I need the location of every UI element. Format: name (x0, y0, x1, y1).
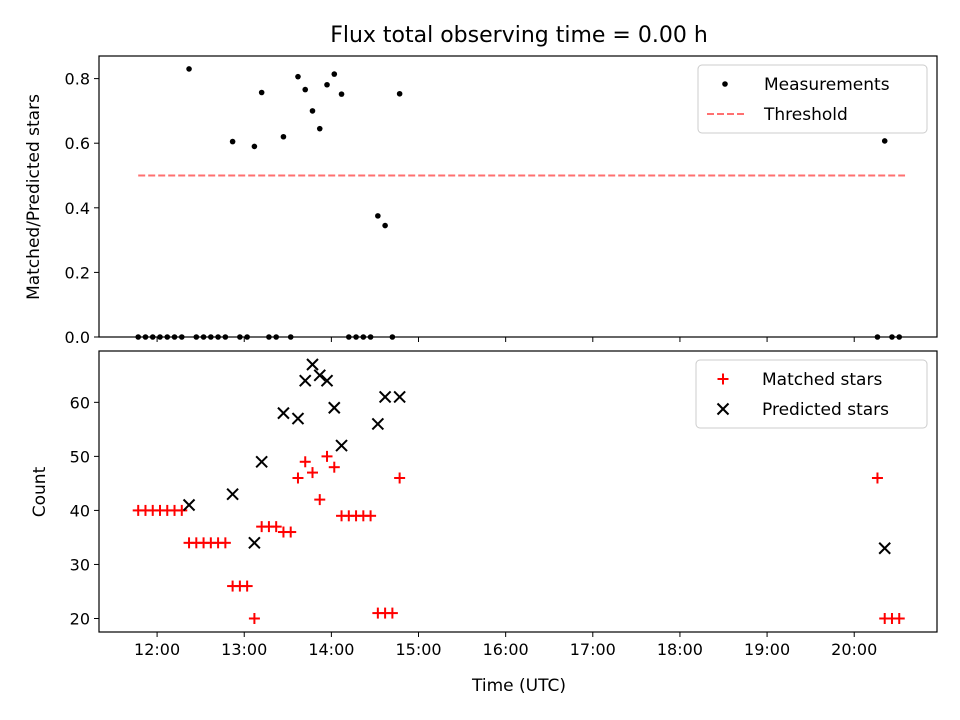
bottom-xlabel: Time (UTC) (471, 676, 566, 696)
x-tick-label: 16:00 (483, 640, 529, 659)
y-tick-label: 30 (70, 555, 90, 574)
predicted-star-point (878, 542, 891, 555)
y-tick-label: 0.8 (65, 70, 90, 89)
matched-star-point (299, 456, 311, 468)
measurement-point (309, 108, 316, 114)
legend-marker-measurements (722, 81, 728, 87)
y-tick-label: 40 (70, 501, 90, 520)
matched-star-point (270, 521, 282, 533)
matched-star-point (306, 467, 318, 479)
x-tick-label: 20:00 (831, 640, 877, 659)
axes-frame (98, 55, 938, 338)
matched-star-point (321, 450, 333, 462)
matched-star-point (386, 607, 398, 619)
legend-label: Matched stars (762, 370, 882, 390)
x-tick-label: 17:00 (570, 640, 616, 659)
measurement-point (375, 213, 381, 219)
measurement-point (251, 143, 258, 150)
legend: Measurements Threshold (697, 64, 928, 134)
x-tick-label: 14:00 (308, 640, 354, 659)
measurement-point (295, 73, 301, 80)
predicted-star-point (306, 358, 319, 371)
y-tick-label: 0.4 (65, 199, 90, 218)
matched-star-point (394, 472, 406, 484)
predicted-star-point (320, 374, 334, 387)
predicted-star-point (378, 390, 392, 404)
matched-star-point (292, 472, 304, 484)
measurement-point (258, 89, 265, 96)
measurement-point (338, 91, 345, 97)
measurement-point (229, 138, 236, 145)
legend-label: Predicted stars (762, 400, 889, 420)
y-tick-label: 20 (70, 609, 90, 628)
matched-star-point (893, 612, 905, 624)
predicted-star-point (248, 536, 261, 550)
predicted-star-point (277, 406, 290, 420)
legend-label: Measurements (764, 75, 890, 95)
matched-star-point (248, 612, 260, 624)
x-tick-label: 13:00 (221, 640, 267, 659)
measurement-point (881, 138, 888, 144)
y-tick-label: 0.2 (65, 263, 90, 282)
legend-label: Threshold (763, 105, 848, 125)
matched-star-point (219, 537, 231, 549)
predicted-star-point (335, 439, 348, 452)
measurement-point (331, 71, 338, 77)
predicted-star-point (313, 369, 326, 382)
x-tick-label: 15:00 (395, 640, 441, 659)
legend: Matched stars Predicted stars (695, 359, 928, 429)
predicted-star-point (371, 417, 385, 431)
predicted-star-point (299, 374, 312, 387)
matched-star-point (314, 494, 326, 506)
predicted-star-point (255, 455, 268, 468)
matched-star-point (328, 461, 340, 473)
measurement-point (280, 133, 287, 140)
measurement-point (186, 66, 192, 72)
legend-marker-predicted (716, 402, 730, 416)
top-ylabel: Matched/Predicted stars (24, 94, 44, 300)
legend-box (697, 64, 928, 134)
chart-title: Flux total observing time = 0.00 h (330, 23, 708, 48)
y-tick-label: 50 (70, 447, 90, 466)
matched-star-point (176, 504, 188, 516)
x-tick-label: 12:00 (134, 640, 180, 659)
legend-box (695, 359, 928, 429)
measurement-point (396, 90, 403, 97)
predicted-star-point (328, 401, 341, 414)
axes-frame (98, 350, 938, 633)
measurement-point (324, 81, 330, 88)
matched-star-point (241, 580, 253, 592)
x-tick-label: 18:00 (657, 640, 703, 659)
predicted-star-point (226, 487, 239, 501)
predicted-star-point (182, 498, 196, 512)
matched-star-point (285, 526, 297, 538)
x-tick-label: 19:00 (744, 640, 790, 659)
y-tick-label: 0.6 (65, 134, 90, 153)
bottom-ylabel: Count (30, 466, 50, 517)
predicted-star-point (291, 412, 305, 425)
y-tick-label: 0.0 (65, 328, 90, 347)
matched-star-point (871, 472, 883, 484)
measurement-point (382, 222, 388, 229)
legend-marker-matched (717, 373, 729, 385)
measurement-point (302, 86, 309, 93)
predicted-star-point (393, 390, 406, 404)
matched-star-point (365, 510, 377, 522)
y-tick-label: 60 (70, 393, 90, 412)
measurement-point (316, 125, 323, 132)
